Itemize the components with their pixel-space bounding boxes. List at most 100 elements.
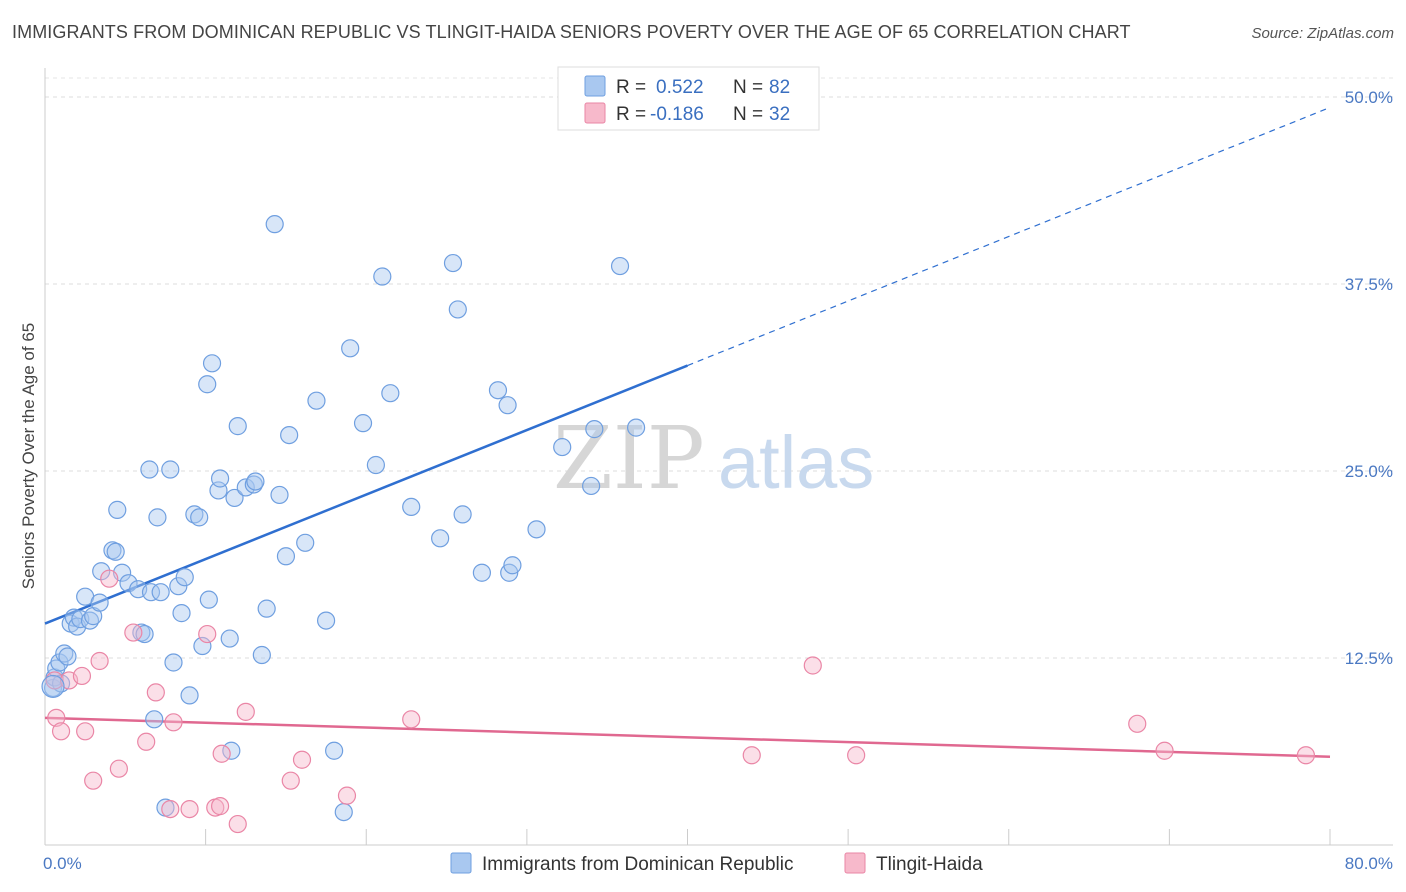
point-tlingit — [72, 666, 92, 686]
point-dominican — [210, 469, 230, 488]
tick-labels: 12.5% 25.0% 37.5% 50.0% 0.0% 80.0% — [43, 88, 1393, 873]
bottom-legend-swatch-pink — [844, 852, 866, 874]
axes — [44, 68, 1393, 846]
y-tick-label: 50.0% — [1345, 88, 1393, 107]
trendline-dominican-dashed — [687, 106, 1331, 367]
bottom-legend-label: Immigrants from Dominican Republic — [482, 854, 794, 875]
point-dominican — [246, 472, 265, 491]
point-dominican — [443, 253, 463, 273]
legend-r-value: -0.186 — [650, 104, 704, 125]
point-dominican — [341, 339, 360, 358]
point-tlingit — [212, 744, 231, 763]
point-dominican — [161, 460, 180, 479]
point-tlingit — [1296, 746, 1316, 765]
point-tlingit — [124, 623, 143, 642]
point-dominican — [225, 488, 244, 508]
point-dominican — [141, 583, 161, 602]
legend-n-label: N = — [733, 104, 763, 125]
point-dominican — [58, 647, 77, 666]
bottom-legend-swatch-blue — [450, 852, 472, 874]
watermark-zip: ZIP — [553, 409, 705, 509]
point-dominican — [108, 500, 127, 519]
point-dominican — [448, 300, 467, 319]
point-dominican — [228, 417, 247, 436]
point-dominican — [503, 556, 522, 575]
point-dominican — [106, 542, 125, 561]
trendline-dominican-solid — [44, 364, 688, 625]
point-dominican — [334, 802, 353, 822]
point-tlingit — [292, 750, 312, 769]
point-tlingit — [90, 651, 109, 671]
point-dominican — [198, 375, 217, 394]
point-tlingit — [742, 746, 761, 765]
chart-title: IMMIGRANTS FROM DOMINICAN REPUBLIC VS TL… — [12, 22, 1131, 42]
point-dominican — [353, 414, 373, 433]
point-dominican — [373, 267, 392, 286]
point-dominican — [325, 741, 344, 760]
point-tlingit — [847, 746, 866, 765]
legend-r-label: R = — [616, 104, 646, 125]
point-dominican — [190, 508, 209, 527]
point-tlingit — [228, 814, 247, 834]
point-dominican — [169, 577, 188, 596]
legend-n-label: N = — [733, 77, 763, 98]
point-dominican — [119, 574, 138, 593]
point-dominican — [220, 629, 239, 648]
y-tick-label: 25.0% — [1345, 462, 1393, 481]
point-tlingit — [1128, 714, 1147, 733]
point-tlingit — [109, 759, 128, 778]
point-tlingit — [137, 732, 156, 751]
trendline-tlingit — [44, 716, 1331, 758]
point-dominican — [366, 455, 385, 475]
point-dominican — [553, 437, 572, 457]
point-dominican — [610, 256, 630, 276]
point-dominican — [193, 636, 212, 656]
point-dominican — [280, 425, 299, 445]
watermark: ZIP atlas — [553, 409, 874, 509]
point-tlingit — [1155, 741, 1174, 760]
point-dominican — [582, 476, 601, 496]
point-dominican — [252, 645, 271, 665]
point-dominican — [431, 529, 450, 548]
data-points — [41, 215, 1316, 834]
y-tick-label: 37.5% — [1345, 275, 1393, 294]
point-dominican — [148, 508, 167, 527]
legend-swatch-blue — [584, 75, 606, 97]
point-dominican — [140, 460, 159, 479]
gridlines — [45, 77, 1393, 659]
point-dominican — [164, 653, 183, 672]
legend-r-value: 0.522 — [656, 77, 704, 98]
bottom-legend-label: Tlingit-Haida — [876, 854, 983, 875]
point-tlingit — [198, 624, 217, 644]
point-dominican — [265, 215, 284, 234]
point-dominican — [180, 686, 199, 705]
point-dominican — [527, 520, 546, 539]
watermark-atlas: atlas — [718, 421, 874, 504]
point-dominican — [270, 485, 289, 505]
point-dominican — [90, 593, 109, 612]
point-dominican — [199, 590, 218, 609]
point-dominican — [472, 563, 491, 582]
point-tlingit — [161, 799, 180, 819]
point-tlingit — [146, 683, 165, 702]
legend-swatch-pink — [584, 102, 606, 124]
legend-n-value: 32 — [769, 104, 790, 125]
point-tlingit — [100, 569, 119, 588]
point-dominican — [453, 505, 472, 524]
point-dominican — [626, 418, 646, 437]
point-dominican — [41, 674, 65, 699]
point-tlingit — [164, 713, 183, 732]
point-dominican — [145, 710, 164, 729]
point-dominican — [244, 475, 263, 494]
point-dominican — [381, 384, 400, 403]
point-dominican — [585, 420, 604, 439]
point-dominican — [202, 354, 222, 373]
point-tlingit — [402, 710, 421, 729]
point-dominican — [316, 611, 336, 630]
point-dominican — [172, 604, 191, 623]
series-legend: Immigrants from Dominican Republic Tling… — [450, 852, 983, 875]
point-dominican — [402, 497, 421, 517]
point-tlingit — [210, 797, 230, 816]
point-dominican — [296, 533, 315, 552]
